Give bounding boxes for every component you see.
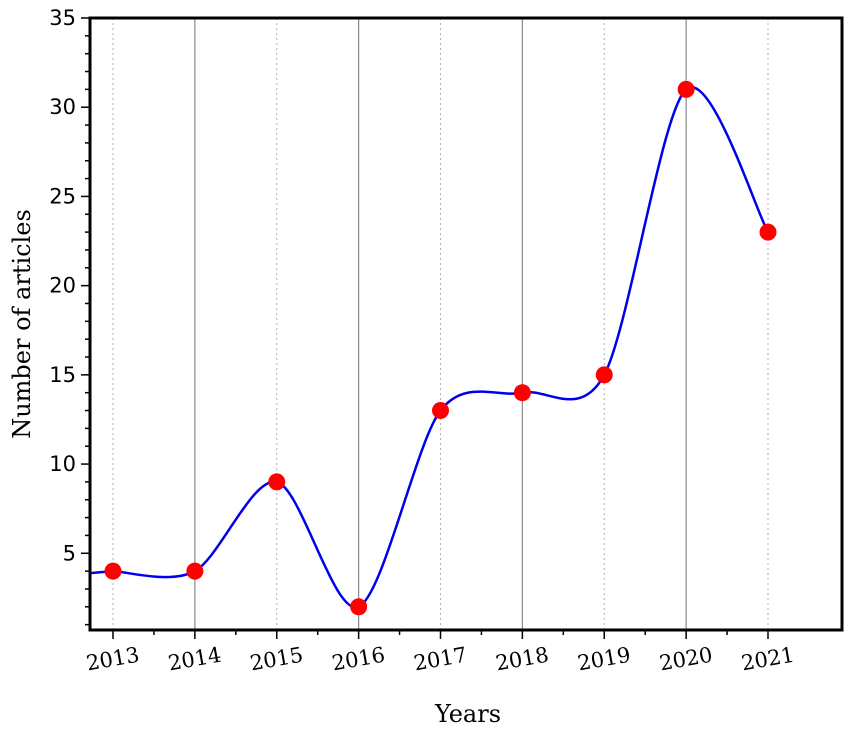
x-tick-label-2015: 2015 — [248, 643, 305, 676]
data-point-2016 — [350, 598, 368, 616]
grid-lines — [112, 18, 769, 630]
x-tick-label-2021: 2021 — [739, 643, 796, 676]
data-point-2017 — [432, 402, 449, 420]
x-tick-label-2016: 2016 — [330, 643, 387, 676]
data-point-2014 — [186, 562, 204, 580]
y-tick-label-20: 20 — [49, 274, 76, 298]
y-tick-labels: 5 10 15 20 25 30 35 — [49, 6, 76, 565]
series-line — [89, 85, 770, 609]
x-tick-label-2019: 2019 — [576, 643, 633, 676]
y-tick-label-5: 5 — [63, 541, 76, 565]
data-point-2019 — [595, 366, 613, 384]
x-tick-label-2018: 2018 — [494, 643, 551, 676]
data-point-2018 — [513, 384, 531, 402]
x-tick-label-2017: 2017 — [412, 643, 469, 676]
data-point-2021 — [759, 223, 777, 241]
data-point-2020 — [677, 80, 695, 98]
y-tick-label-15: 15 — [49, 363, 76, 387]
y-tick-label-35: 35 — [49, 6, 76, 30]
x-tick-label-2013: 2013 — [84, 643, 141, 676]
y-axis-title: Number of articles — [8, 209, 36, 439]
plot-frame — [88, 16, 844, 632]
x-tick-label-2020: 2020 — [658, 643, 715, 676]
x-tick-label-2014: 2014 — [166, 643, 223, 676]
data-point-2013 — [104, 562, 122, 580]
y-tick-label-25: 25 — [49, 184, 76, 208]
x-axis-title: Years — [434, 700, 501, 728]
y-tick-label-10: 10 — [49, 452, 76, 476]
data-markers — [104, 80, 777, 616]
y-tick-label-30: 30 — [49, 95, 76, 119]
data-point-2015 — [268, 473, 286, 491]
x-tick-labels: 2013 2014 2015 2016 2017 2018 2019 2020 2021 — [84, 643, 796, 676]
